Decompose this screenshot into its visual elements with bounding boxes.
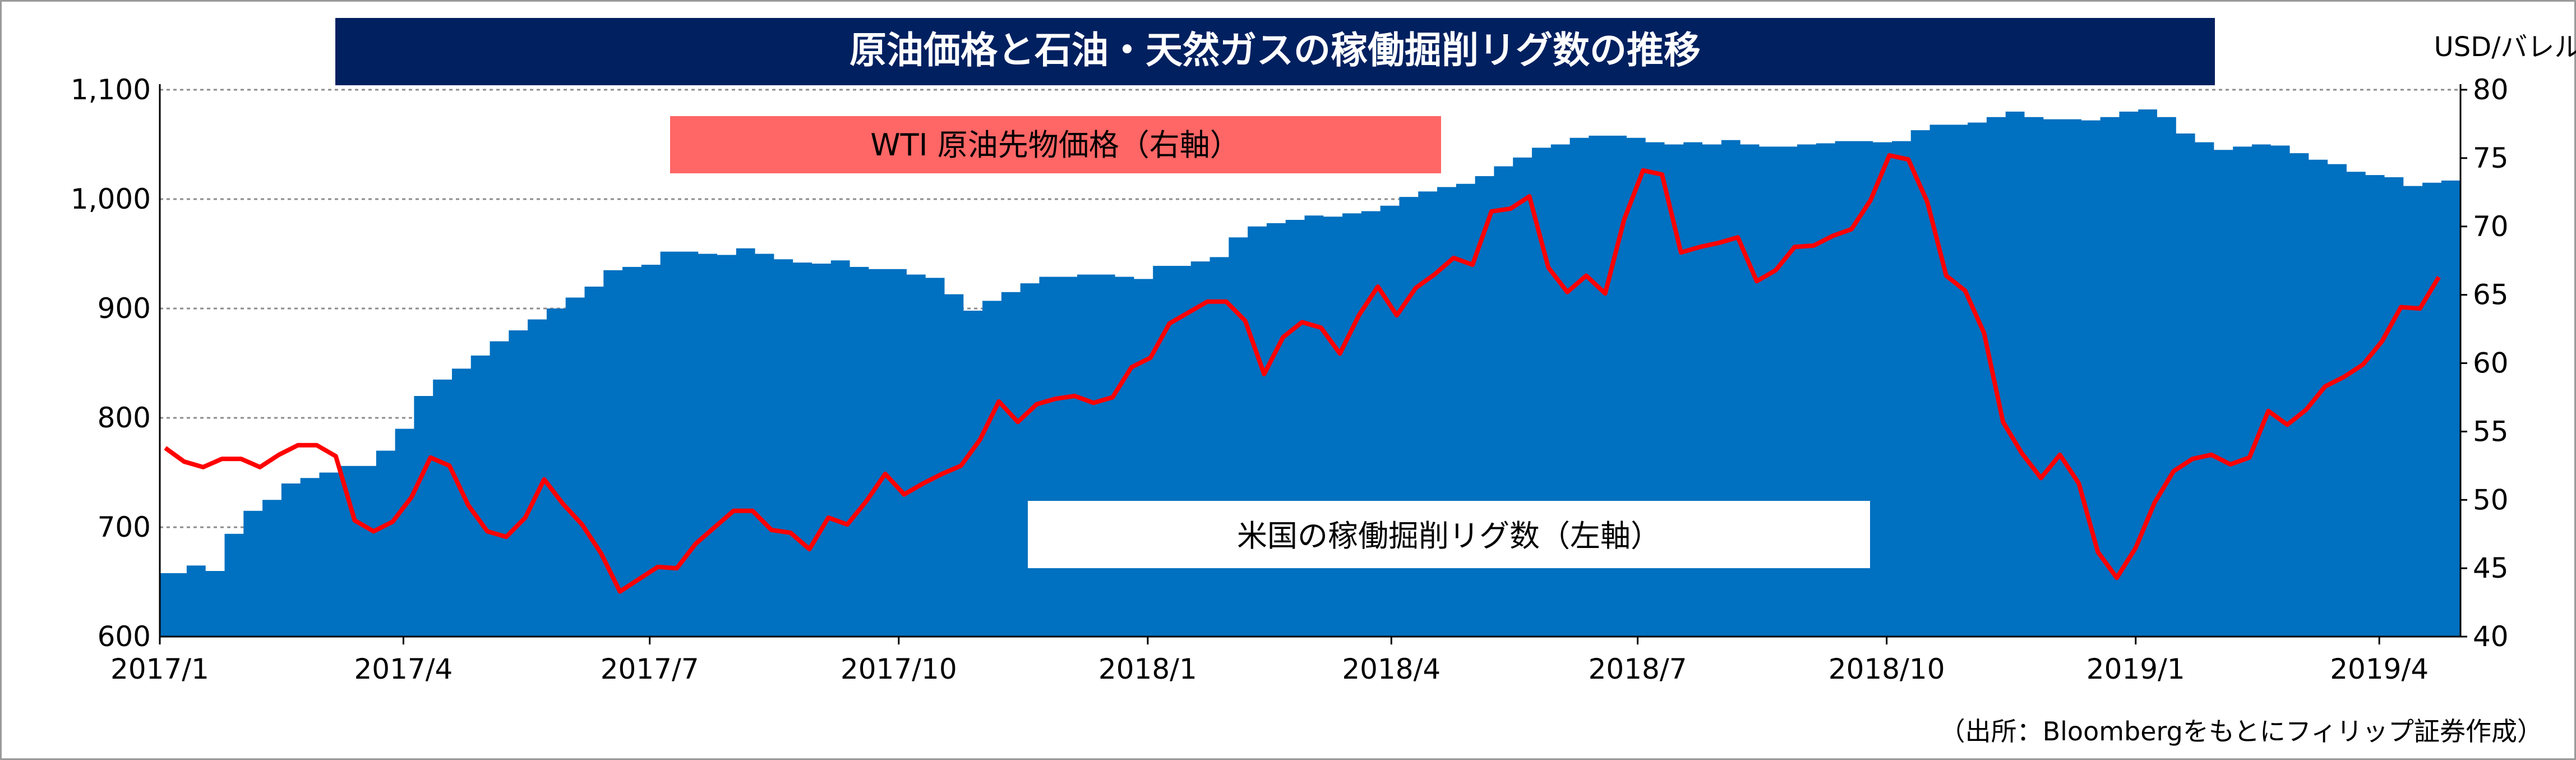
left-tick-label: 1,000 (71, 183, 151, 215)
wti-legend-box (670, 116, 1441, 173)
right-tick-label: 75 (2473, 142, 2509, 174)
x-tick-label: 2019/1 (2086, 653, 2185, 685)
wti-line-layer (164, 153, 2441, 594)
right-axis-ticks: 40 45 50 55 60 65 70 75 80 (2473, 73, 2509, 653)
right-tick-label: 45 (2473, 552, 2509, 584)
rig-count-area (160, 109, 2460, 637)
title-banner (335, 18, 2215, 85)
x-tick-label: 2017/7 (601, 653, 699, 685)
x-tick-label: 2018/4 (1342, 653, 1441, 685)
x-tick-label: 2017/4 (354, 653, 453, 685)
rig-legend-box (1028, 501, 1870, 568)
rig-count-area-layer (160, 109, 2460, 637)
x-tick-label: 2018/1 (1098, 653, 1197, 685)
x-tick-label: 2018/10 (1829, 653, 1945, 685)
x-tick-label: 2019/4 (2330, 653, 2429, 685)
wti-legend-label: WTI 原油先物価格（右軸） (870, 127, 1240, 163)
x-axis-ticks: 2017/1 2017/4 2017/7 2017/10 2018/1 2018/4 201… (110, 653, 2429, 685)
chart-title: 原油価格と石油・天然ガスの稼働掘削リグ数の推移 (850, 29, 1701, 72)
rig-legend-label: 米国の稼働掘削リグ数（左軸） (1237, 518, 1661, 554)
axes (159, 84, 2467, 644)
right-tick-label: 55 (2473, 415, 2509, 448)
right-tick-label: 80 (2473, 73, 2509, 106)
right-tick-label: 40 (2473, 620, 2509, 653)
right-tick-label: 65 (2473, 279, 2509, 311)
right-axis-unit: USD/バレル (2434, 31, 2576, 63)
left-tick-label: 900 (98, 292, 151, 325)
source-note: （出所：Bloombergをもとにフィリップ証券作成） (1940, 716, 2543, 747)
left-axis-ticks: 600 700 800 900 1,000 1,100 (71, 73, 151, 653)
left-tick-label: 600 (98, 620, 151, 653)
right-tick-label: 60 (2473, 347, 2509, 380)
x-tick-label: 2018/7 (1589, 653, 1687, 685)
left-tick-label: 700 (98, 511, 151, 543)
x-tick-label: 2017/10 (841, 653, 957, 685)
right-tick-label: 50 (2473, 483, 2509, 516)
wti-price-line (164, 153, 2441, 594)
right-tick-label: 70 (2473, 210, 2509, 243)
x-tick-label: 2017/1 (110, 653, 209, 685)
left-tick-label: 1,100 (71, 73, 151, 106)
left-tick-label: 800 (98, 402, 151, 434)
